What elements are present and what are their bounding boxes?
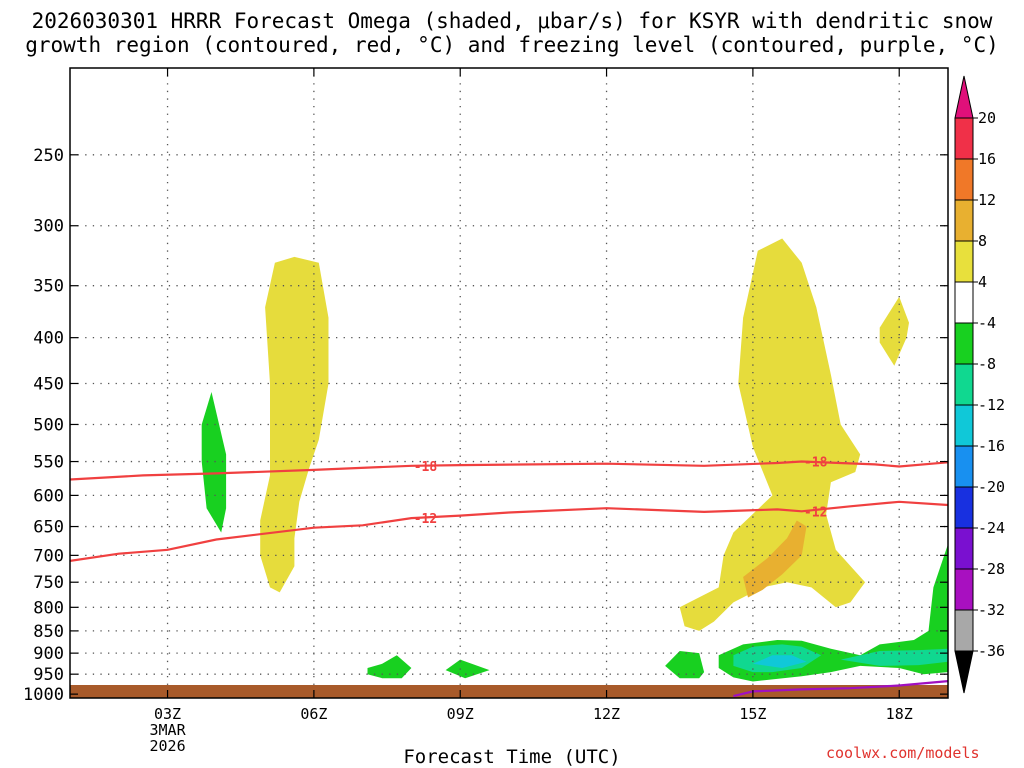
colorbar-swatch	[954, 568, 974, 611]
colorbar-label: -28	[978, 560, 1005, 578]
colorbar-swatch	[954, 322, 974, 365]
contour-label: -12	[414, 512, 437, 527]
y-tick-label: 650	[33, 518, 64, 538]
axes: 2503003504004505005506006507007508008509…	[23, 68, 948, 755]
colorbar-swatch	[954, 527, 974, 570]
x-tick-label: 03Z	[154, 705, 181, 723]
colorbar-swatch	[954, 281, 974, 324]
colorbar-top-arrow	[954, 75, 974, 119]
colorbar-label: 4	[978, 273, 987, 291]
y-tick-label: 350	[33, 277, 64, 297]
x-axis-label: Forecast Time (UTC)	[403, 746, 621, 768]
colorbar-swatch	[954, 117, 974, 160]
y-tick-label: 250	[33, 146, 64, 166]
chart-title-line1: 2026030301 HRRR Forecast Omega (shaded, …	[31, 9, 993, 33]
colorbar-label: -12	[978, 396, 1005, 414]
omega-region-11	[840, 648, 948, 666]
omega-region-4	[743, 520, 807, 598]
y-tick-label: 850	[33, 622, 64, 642]
chart-title-line2: growth region (contoured, red, °C) and f…	[25, 33, 999, 57]
colorbar-label: -36	[978, 642, 1005, 660]
contour-line-1	[70, 460, 948, 481]
date-label-line: 2026	[149, 737, 185, 755]
omega-region-8	[665, 651, 705, 679]
y-tick-label: 1000	[23, 685, 64, 705]
y-tick-label: 550	[33, 453, 64, 473]
colorbar-swatch	[954, 240, 974, 283]
x-tick-label: 09Z	[447, 705, 474, 723]
contour-label: -12	[804, 505, 827, 520]
gridlines	[70, 68, 948, 698]
colorbar-label: 8	[978, 232, 987, 250]
omega-region-6	[367, 655, 412, 679]
y-tick-label: 600	[33, 486, 64, 506]
omega-region-3	[879, 296, 909, 366]
contour-line-2	[70, 500, 948, 562]
colorbar-label: 16	[978, 150, 996, 168]
colorbar-label: -4	[978, 314, 996, 332]
omega-region-2	[679, 238, 866, 631]
y-tick-label: 400	[33, 329, 64, 349]
x-tick-label: 06Z	[300, 705, 327, 723]
y-tick-label: 450	[33, 374, 64, 394]
y-tick-label: 500	[33, 415, 64, 435]
y-tick-label: 750	[33, 573, 64, 593]
omega-region-1	[260, 256, 329, 593]
colorbar-swatch	[954, 363, 974, 406]
ground-layer	[70, 685, 948, 698]
x-tick-label: 18Z	[886, 705, 913, 723]
source-credit[interactable]: coolwx.com/models	[826, 744, 980, 762]
contour-label: -18	[414, 460, 438, 475]
colorbar-label: -32	[978, 601, 1005, 619]
y-tick-label: 300	[33, 217, 64, 237]
contours: -18 -18 -12 -12	[70, 456, 948, 698]
y-tick-label: 800	[33, 598, 64, 618]
colorbar-swatch	[954, 486, 974, 529]
colorbar-swatch	[954, 404, 974, 447]
colorbar-swatch	[954, 609, 974, 652]
x-tick-label: 15Z	[739, 705, 766, 723]
colorbar-label: -24	[978, 519, 1005, 537]
y-tick-label: 950	[33, 665, 64, 685]
colorbar-bottom-arrow	[954, 650, 974, 694]
colorbar-label: 20	[978, 109, 996, 127]
colorbar-swatch	[954, 445, 974, 488]
date-label-line: 3MAR	[149, 721, 186, 739]
colorbar-label: 12	[978, 191, 996, 209]
x-tick-label: 12Z	[593, 705, 620, 723]
contour-line-3	[733, 680, 948, 698]
filled-regions	[201, 238, 948, 682]
colorbar: 20 16 12 8 4 -4 -8 -12 -16 -20 -24 -28 -32 -36	[954, 75, 1005, 694]
colorbar-swatch	[954, 158, 974, 201]
omega-region-12	[752, 655, 807, 668]
colorbar-swatch	[954, 199, 974, 242]
colorbar-label: -16	[978, 437, 1005, 455]
colorbar-label: -20	[978, 478, 1005, 496]
omega-region-7	[445, 659, 490, 679]
contour-label: -18	[804, 456, 828, 471]
y-tick-label: 900	[33, 644, 64, 664]
omega-region-5	[201, 392, 227, 533]
ground-band	[70, 685, 948, 698]
y-tick-label: 700	[33, 546, 64, 566]
colorbar-label: -8	[978, 355, 996, 373]
